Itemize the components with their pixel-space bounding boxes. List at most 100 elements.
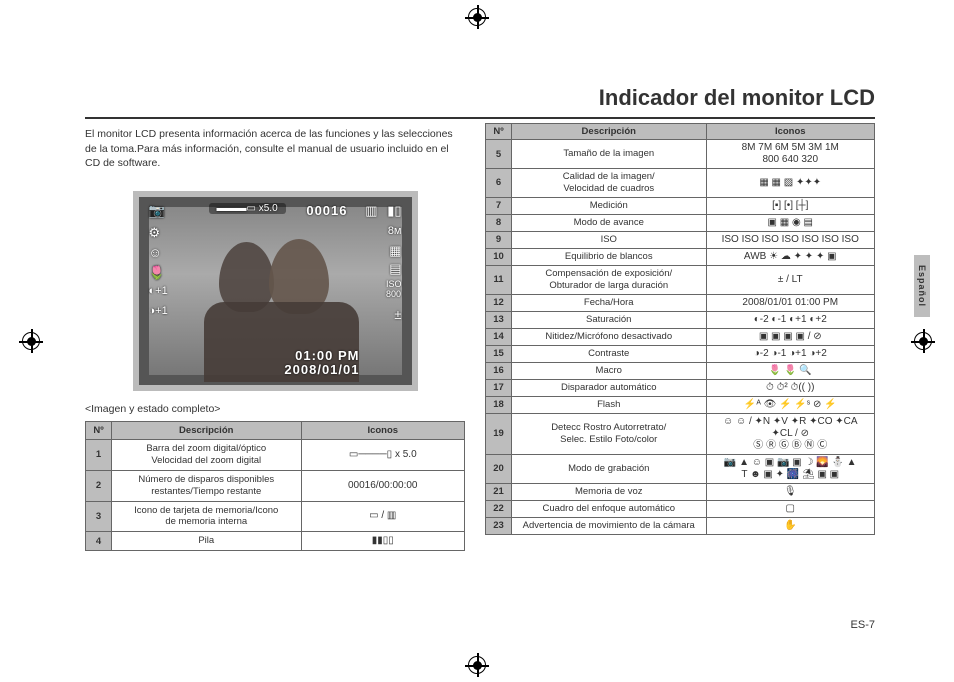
- row-description: Compensación de exposición/Obturador de …: [512, 265, 707, 294]
- row-description: Icono de tarjeta de memoria/Iconode memo…: [112, 501, 302, 532]
- row-number: 9: [486, 231, 512, 248]
- zoom-bar: ▬▬▬▭ x5.0: [209, 203, 286, 214]
- left-column: El monitor LCD presenta información acer…: [85, 85, 465, 551]
- row-icons: ⚡ᴬ 👁 ⚡ ⚡ˢ ⊘ ⚡: [706, 396, 875, 413]
- lcd-date: 2008/01/01: [284, 362, 359, 377]
- row-icons: ⏱ ⏱² ⏱(( )): [706, 379, 875, 396]
- row-icons: ☺ ☺ / ✦N ✦V ✦R ✦CO ✦CA ✦CL / ⊘Ⓢ Ⓡ Ⓖ Ⓑ Ⓝ …: [706, 413, 875, 454]
- table-row: 7Medición[▪] [•] [┼]: [486, 197, 875, 214]
- registration-mark: [468, 8, 486, 26]
- lcd-left-icon: ◐+1: [149, 285, 168, 297]
- row-description: Macro: [512, 362, 707, 379]
- table-row: 23Advertencia de movimiento de la cámara…: [486, 517, 875, 534]
- row-number: 14: [486, 328, 512, 345]
- table-row: 9ISOISO ISO ISO ISO ISO ISO ISO: [486, 231, 875, 248]
- table-row: 11Compensación de exposición/Obturador d…: [486, 265, 875, 294]
- row-icons: ◑-2 ◑-1 ◑+1 ◑+2: [706, 345, 875, 362]
- row-number: 20: [486, 454, 512, 483]
- row-number: 22: [486, 500, 512, 517]
- table-row: 18Flash⚡ᴬ 👁 ⚡ ⚡ˢ ⊘ ⚡: [486, 396, 875, 413]
- table-row: 20Modo de grabación📷 ▲ ☺ ▣ 📷 ▣ ☽ 🌄 ⛄ ▲T …: [486, 454, 875, 483]
- row-number: 12: [486, 294, 512, 311]
- row-number: 8: [486, 214, 512, 231]
- page-number: ES-7: [851, 619, 875, 631]
- table-row: 14Nitidez/Micrófono desactivado▣ ▣ ▣ ▣ /…: [486, 328, 875, 345]
- row-number: 13: [486, 311, 512, 328]
- row-icons: ISO ISO ISO ISO ISO ISO ISO: [706, 231, 875, 248]
- row-icons: ▢: [706, 500, 875, 517]
- lcd-right-icon: ▤: [389, 261, 401, 277]
- lcd-photo-area: [149, 207, 402, 375]
- th-desc: Descripción: [512, 124, 707, 140]
- row-number: 10: [486, 248, 512, 265]
- row-description: ISO: [512, 231, 707, 248]
- table-row: 5Tamaño de la imagen8M 7M 6M 5M 3M 1M800…: [486, 140, 875, 169]
- lcd-left-icon: ⚙: [149, 225, 161, 241]
- lcd-preview: 📷 ▬▬▬▭ x5.0 00016 ▥ ▮▯ ⚙ ☺ 🌷 ◐+1 ◑+1 8ᴍ …: [133, 191, 418, 391]
- icon-table-left: Nº Descripción Iconos 1Barra del zoom di…: [85, 421, 465, 551]
- row-icons: ◐-2 ◐-1 ◐+1 ◐+2: [706, 311, 875, 328]
- row-description: Número de disparos disponiblesrestantes/…: [112, 470, 302, 501]
- lcd-right-icon: ▦: [389, 243, 401, 259]
- row-icons: 8M 7M 6M 5M 3M 1M800 640 320: [706, 140, 875, 169]
- row-icons: AWB ☀ ☁ ✦ ✦ ✦ ▣: [706, 248, 875, 265]
- row-description: Flash: [512, 396, 707, 413]
- row-icons: 📷 ▲ ☺ ▣ 📷 ▣ ☽ 🌄 ⛄ ▲T ☻ ▣ ✦ 🎆 ⛱ ▣ ▣: [706, 454, 875, 483]
- row-description: Pila: [112, 532, 302, 551]
- row-icons: ▭────▯ x 5.0: [301, 440, 465, 471]
- th-num: Nº: [86, 422, 112, 440]
- row-description: Medición: [512, 197, 707, 214]
- lcd-left-icon: ◑+1: [149, 305, 168, 317]
- table-row: 6Calidad de la imagen/Velocidad de cuadr…: [486, 169, 875, 198]
- th-icons: Iconos: [301, 422, 465, 440]
- table-row: 4Pila▮▮▯▯: [86, 532, 465, 551]
- page-title: Indicador del monitor LCD: [475, 85, 875, 111]
- lcd-caption: <Imagen y estado completo>: [85, 403, 465, 415]
- row-icons: ± / LT: [706, 265, 875, 294]
- table-row: 16Macro🌷 🌷 🔍: [486, 362, 875, 379]
- right-column: Nº Descripción Iconos 5Tamaño de la imag…: [485, 123, 875, 535]
- table-row: 2Número de disparos disponiblesrestantes…: [86, 470, 465, 501]
- shot-counter: 00016: [306, 203, 347, 218]
- icon-table-right: Nº Descripción Iconos 5Tamaño de la imag…: [485, 123, 875, 535]
- row-number: 19: [486, 413, 512, 454]
- row-description: Advertencia de movimiento de la cámara: [512, 517, 707, 534]
- row-description: Calidad de la imagen/Velocidad de cuadro…: [512, 169, 707, 198]
- row-number: 15: [486, 345, 512, 362]
- row-description: Fecha/Hora: [512, 294, 707, 311]
- row-number: 7: [486, 197, 512, 214]
- row-number: 18: [486, 396, 512, 413]
- row-number: 16: [486, 362, 512, 379]
- registration-mark: [914, 332, 932, 350]
- th-num: Nº: [486, 124, 512, 140]
- row-icons: ✋: [706, 517, 875, 534]
- row-icons: ▭ / ▥: [301, 501, 465, 532]
- registration-mark: [468, 656, 486, 674]
- lcd-left-icon: ☺: [149, 245, 162, 260]
- table-row: 21Memoria de voz🎙: [486, 483, 875, 500]
- table-row: 3Icono de tarjeta de memoria/Iconode mem…: [86, 501, 465, 532]
- table-row: 1Barra del zoom digital/ópticoVelocidad …: [86, 440, 465, 471]
- row-description: Nitidez/Micrófono desactivado: [512, 328, 707, 345]
- row-description: Disparador automático: [512, 379, 707, 396]
- th-icons: Iconos: [706, 124, 875, 140]
- lcd-right-icon: ±: [394, 307, 401, 322]
- zoom-label: x5.0: [259, 203, 278, 214]
- row-icons: 🌷 🌷 🔍: [706, 362, 875, 379]
- lcd-clock: 01:00 PM: [295, 348, 359, 363]
- row-description: Memoria de voz: [512, 483, 707, 500]
- row-number: 6: [486, 169, 512, 198]
- row-description: Barra del zoom digital/ópticoVelocidad d…: [112, 440, 302, 471]
- row-description: Contraste: [512, 345, 707, 362]
- lcd-right-icon: 8ᴍ: [388, 225, 402, 237]
- row-icons: ▮▮▯▯: [301, 532, 465, 551]
- language-tab: Español: [914, 255, 930, 317]
- row-description: Equilibrio de blancos: [512, 248, 707, 265]
- table-row: 19Detecc Rostro Autorretrato/Selec. Esti…: [486, 413, 875, 454]
- table-row: 8Modo de avance▣ ▦ ◉ ▤: [486, 214, 875, 231]
- row-number: 17: [486, 379, 512, 396]
- row-icons: [▪] [•] [┼]: [706, 197, 875, 214]
- row-icons: 00016/00:00:00: [301, 470, 465, 501]
- mode-icon: 📷: [149, 203, 165, 219]
- th-desc: Descripción: [112, 422, 302, 440]
